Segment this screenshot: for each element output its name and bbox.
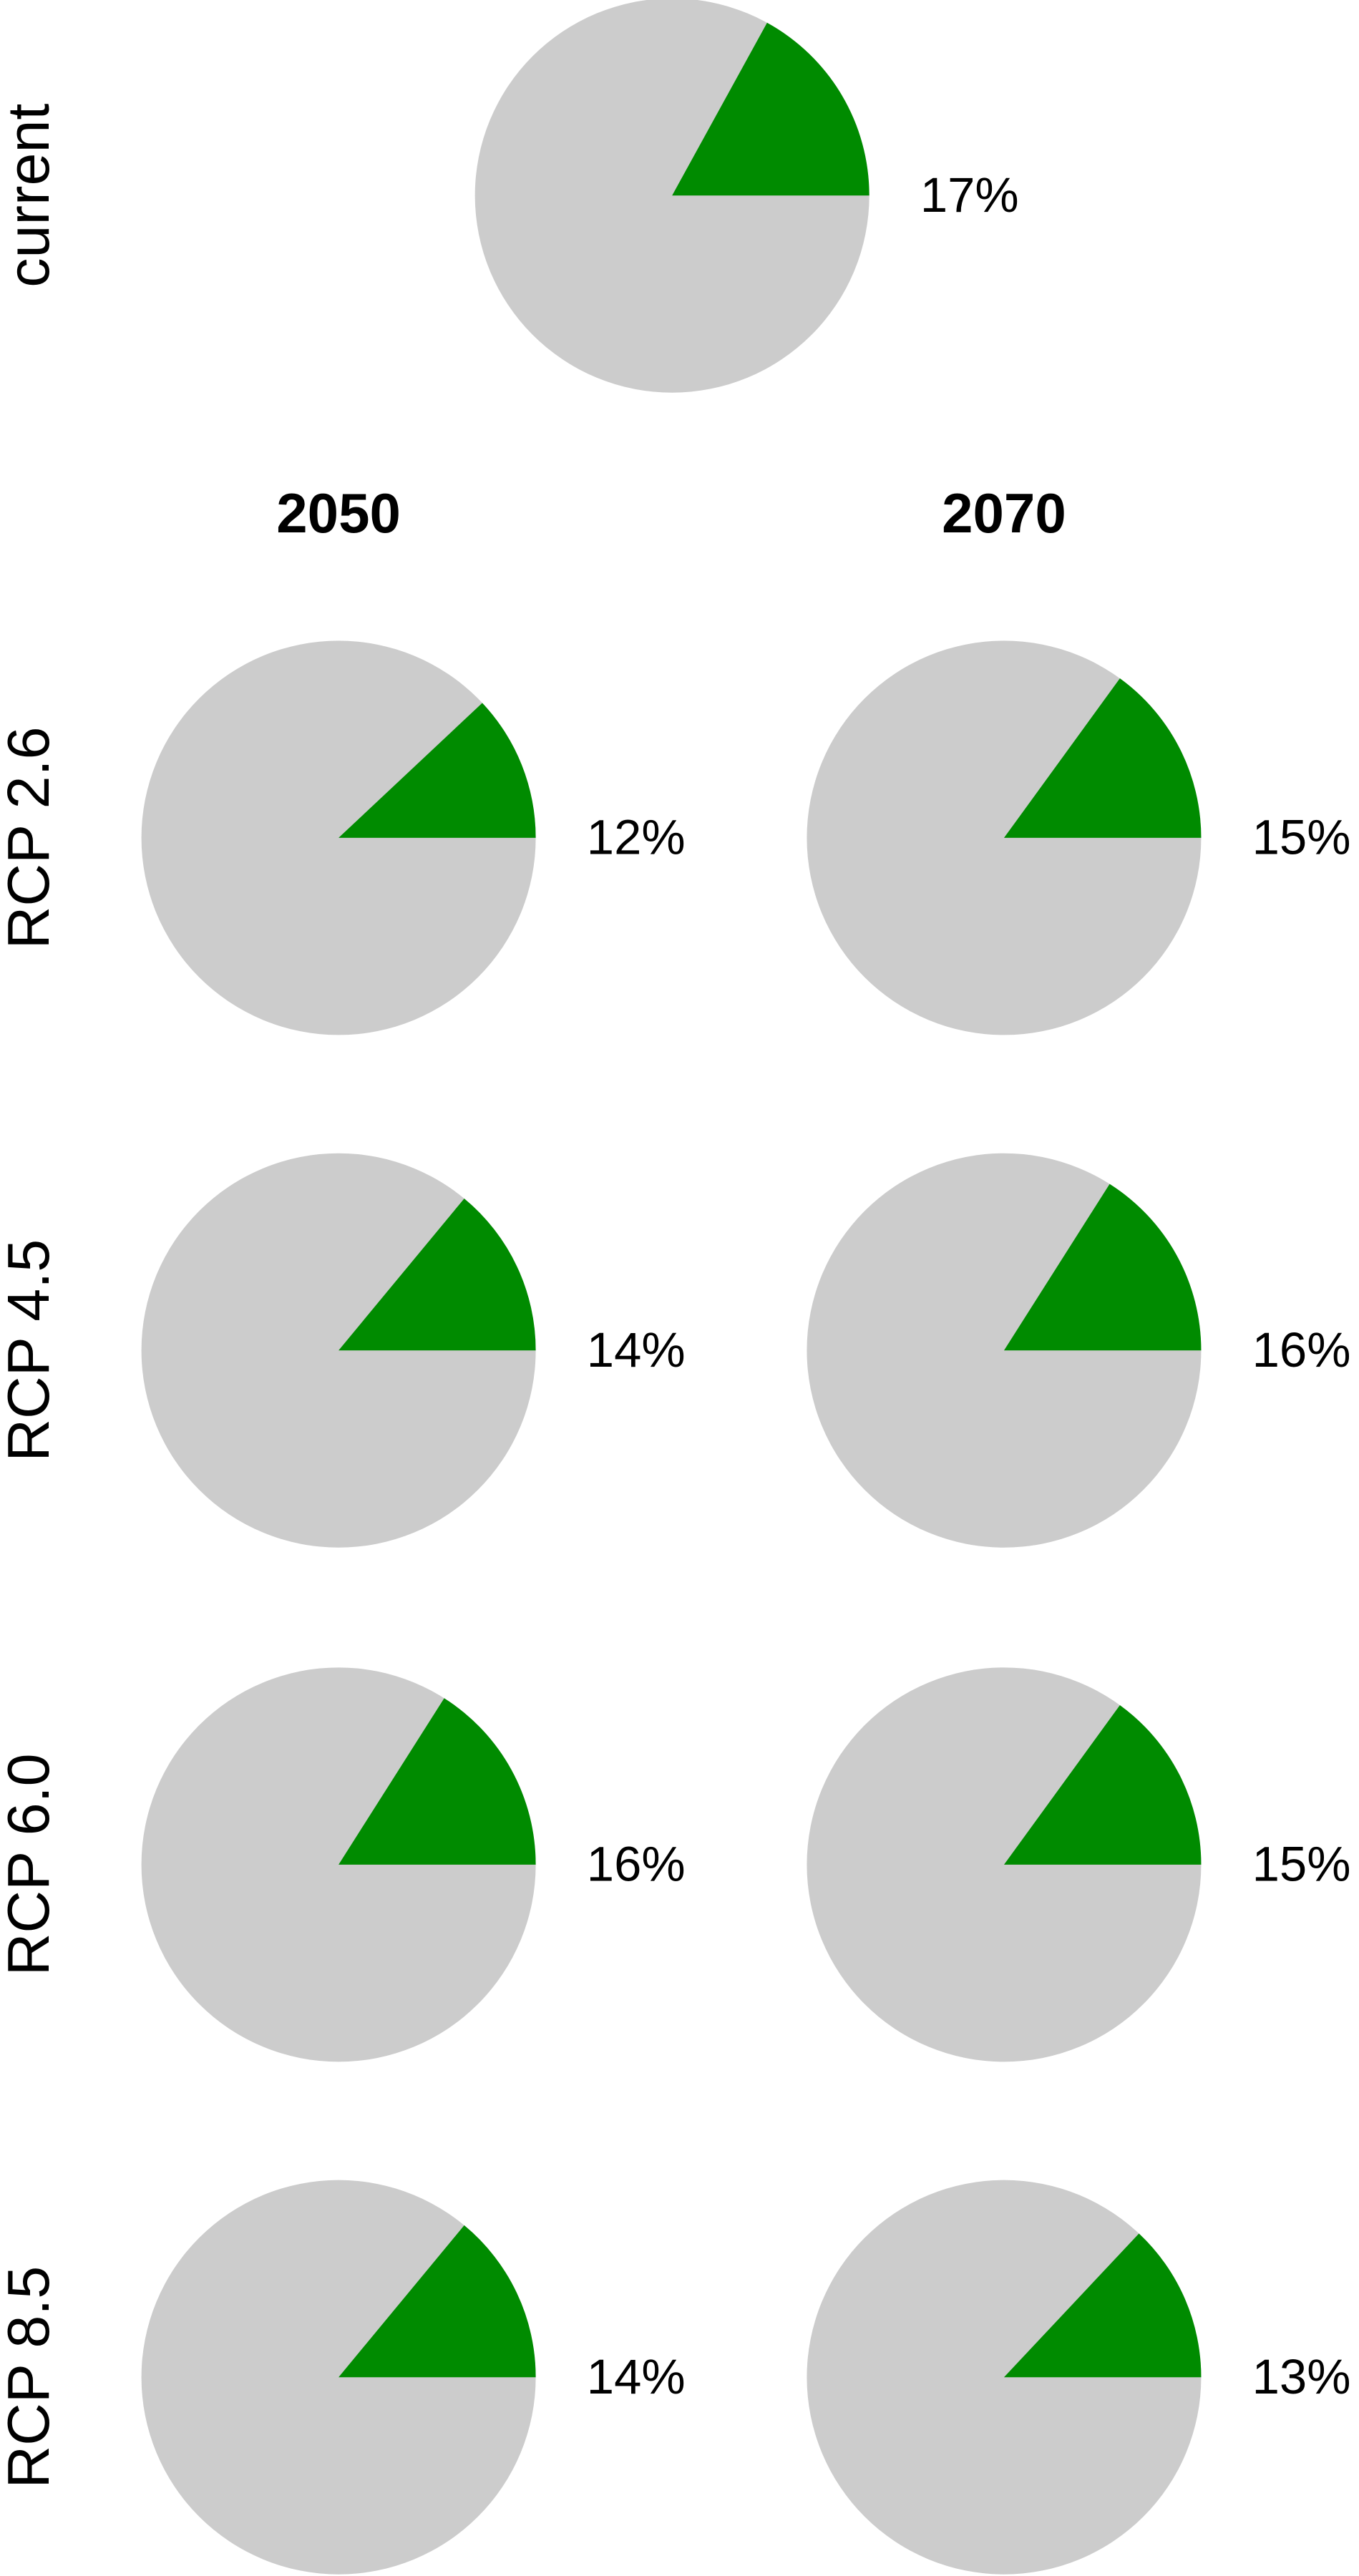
value-label: 16%	[587, 1837, 686, 1892]
row-label: RCP 6.0	[0, 1753, 62, 1976]
value-label: 16%	[1252, 1322, 1351, 1377]
pie-slice	[1003, 678, 1202, 838]
value-label: 13%	[1252, 2349, 1351, 2404]
pie-slice	[1003, 1704, 1202, 1865]
value-label: 12%	[587, 810, 686, 865]
row-label: RCP 2.6	[0, 726, 62, 949]
value-label: 15%	[1252, 1837, 1351, 1892]
value-label: 14%	[587, 1322, 686, 1377]
value-label: 14%	[587, 2349, 686, 2404]
pie-slice	[338, 2225, 536, 2378]
column-label: 2070	[942, 482, 1066, 545]
pie-slice	[1003, 1184, 1202, 1351]
pie-slice	[338, 1698, 536, 1865]
row-label: RCP 8.5	[0, 2266, 62, 2489]
value-label: 15%	[1252, 810, 1351, 865]
pie-slice	[338, 1198, 536, 1351]
row-label: RCP 4.5	[0, 1239, 62, 1462]
value-label: 17%	[920, 167, 1019, 223]
pie-slice	[672, 22, 870, 196]
row-label: current	[0, 104, 62, 288]
column-label: 2050	[276, 482, 401, 545]
pie-slice	[338, 703, 536, 838]
pie-slice	[1003, 2233, 1202, 2378]
